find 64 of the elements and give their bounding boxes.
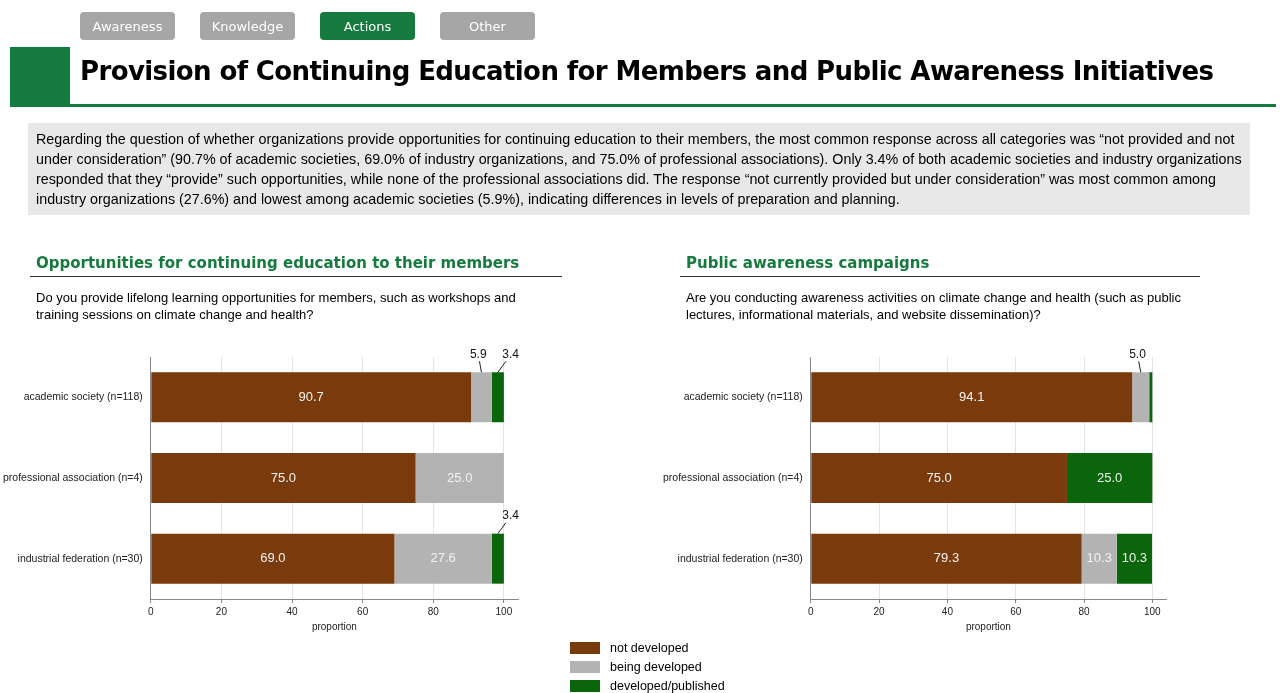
bar bbox=[471, 372, 492, 423]
y-tick-label: industrial federation (n=30) bbox=[677, 551, 803, 564]
data-label: 90.7 bbox=[298, 388, 324, 404]
data-label: 79.3 bbox=[933, 550, 960, 566]
data-label: 10.3 bbox=[1121, 550, 1148, 566]
bar bbox=[151, 533, 395, 584]
category-label: Actions bbox=[320, 12, 415, 40]
data-label: 5.9 bbox=[469, 346, 487, 361]
chart-title: Opportunities for continuing education to their members bbox=[30, 250, 562, 277]
data-label: 25.0 bbox=[1096, 469, 1123, 485]
y-tick-label: academic society (n=118) bbox=[683, 390, 803, 403]
chart-subtitle: Do you provide lifelong learning opportunities for members, such as workshops and training sessions on climate change and health? bbox=[36, 289, 517, 323]
y-tick-label: industrial federation (n=30) bbox=[17, 551, 143, 564]
chart-title: Public awareness campaigns bbox=[680, 250, 1200, 277]
legend-label: developed/published bbox=[610, 678, 725, 693]
x-tick-label: 20 bbox=[215, 605, 228, 617]
bar bbox=[151, 372, 472, 423]
y-tick-label: professional association (n=4) bbox=[662, 470, 803, 483]
data-label: 10.3 bbox=[1086, 550, 1112, 566]
data-label: 25.0 bbox=[447, 469, 473, 485]
x-tick-label: 60 bbox=[1010, 605, 1022, 617]
data-label: 69.0 bbox=[260, 550, 286, 566]
x-tick-label: 40 bbox=[941, 605, 954, 617]
data-label: 27.6 bbox=[430, 550, 456, 566]
bar bbox=[1149, 372, 1153, 423]
x-tick-label: 20 bbox=[873, 605, 886, 617]
bar bbox=[1116, 533, 1152, 584]
bar bbox=[151, 452, 416, 504]
y-tick-label: professional association (n=4) bbox=[2, 470, 143, 483]
x-tick-label: 40 bbox=[286, 605, 299, 617]
legend-label: being developed bbox=[610, 659, 702, 674]
bar bbox=[811, 533, 1082, 584]
data-label: 94.1 bbox=[959, 388, 985, 404]
data-label: 75.0 bbox=[270, 469, 297, 485]
bar bbox=[1132, 372, 1150, 423]
x-tick-label: 80 bbox=[427, 605, 440, 617]
bar bbox=[491, 372, 504, 423]
bar bbox=[1066, 452, 1153, 504]
category-label: Awareness bbox=[80, 12, 175, 40]
x-tick-label: 60 bbox=[357, 605, 369, 617]
bar bbox=[811, 452, 1067, 504]
bar bbox=[491, 533, 504, 584]
bar bbox=[415, 452, 504, 504]
x-tick-label: 100 bbox=[495, 605, 513, 617]
x-tick-label: 100 bbox=[1143, 605, 1162, 617]
data-label: 3.4 bbox=[502, 507, 520, 522]
text: Regarding the question of whether organizations provide opportunities for continuing education to their members, the most common response across all categories was “not provided and not under consideration” (90.7% of academic societies, 69.0% of industry organizations, and 75.0% of professional associations). Only 3.4% of both academic societies and industry organizations responded that they “provide” such opportunities, while none of the professional associations did. The response “not currently provided but under consideration” was most common among industry organizations (27.6%) and lowest among academic societies (5.9%), indicating differences in levels of preparation and planning. bbox=[28, 123, 1250, 215]
data-label: 5.0 bbox=[1129, 346, 1147, 361]
legend-label: not developed bbox=[610, 640, 689, 655]
category-label: Knowledge bbox=[200, 12, 295, 40]
category-label: Other bbox=[440, 12, 535, 40]
y-tick-label: academic society (n=118) bbox=[23, 390, 143, 403]
bar bbox=[811, 372, 1133, 423]
chart-subtitle: Are you conducting awareness activities on climate change and health (such as public lectures, informational materials, and website dissemination)? bbox=[686, 289, 1182, 323]
x-tick-label: 0 bbox=[148, 605, 155, 617]
x-axis-title: proportion bbox=[311, 620, 357, 632]
x-axis-title: proportion bbox=[965, 620, 1011, 632]
text: Provision of Continuing Education for Members and Public Awareness Initiatives bbox=[80, 56, 1214, 86]
bar bbox=[394, 533, 492, 584]
data-label: 75.0 bbox=[926, 469, 952, 485]
data-label: 3.4 bbox=[502, 346, 520, 361]
x-tick-label: 80 bbox=[1078, 605, 1091, 617]
bar bbox=[1081, 533, 1117, 584]
x-tick-label: 0 bbox=[808, 605, 815, 617]
